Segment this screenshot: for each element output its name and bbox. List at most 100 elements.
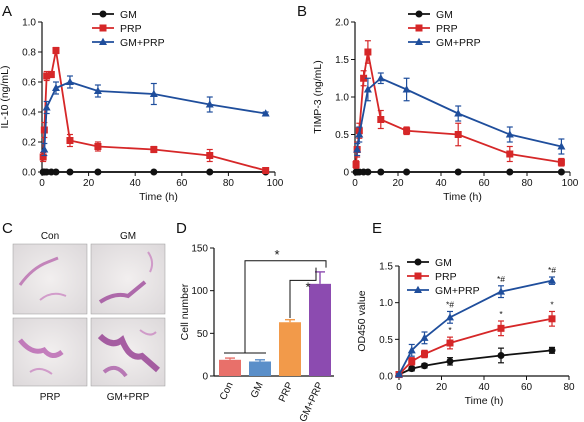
- y-axis-label: IL-10 (ng/mL): [0, 65, 11, 128]
- data-point: [149, 89, 158, 97]
- legend-marker: [414, 272, 422, 280]
- legend-label: PRP: [120, 23, 142, 35]
- data-point: [557, 158, 565, 166]
- data-point: [206, 168, 214, 176]
- y-tick-label: 100: [191, 286, 208, 297]
- data-point: [454, 131, 462, 138]
- data-point: [94, 143, 102, 150]
- legend-marker: [414, 285, 422, 293]
- data-point: [454, 109, 463, 117]
- data-point: [446, 339, 454, 347]
- y-tick-label: 50: [197, 329, 209, 340]
- data-point: [548, 346, 556, 354]
- data-point: [262, 167, 270, 174]
- data-point: [65, 77, 74, 85]
- legend: GM PRP GM+PRP: [92, 9, 165, 49]
- x-axis-label: Time (h): [443, 191, 482, 203]
- legend-label: GM+PRP: [120, 37, 165, 49]
- micrograph-panel: Con GM PRP GM+PRP: [12, 231, 166, 403]
- legend-label: GM+PRP: [435, 285, 480, 297]
- series-line: [43, 81, 266, 150]
- significance-star: *: [305, 279, 310, 294]
- y-tick-label: 0.0: [22, 168, 36, 179]
- data-point: [66, 168, 74, 176]
- x-tick-label: 0: [352, 178, 358, 189]
- x-tick-label: 80: [223, 178, 235, 189]
- x-tick-label: GM+PRP: [298, 380, 326, 422]
- legend-label: PRP: [436, 23, 458, 35]
- data-point: [352, 161, 360, 168]
- data-point: [43, 72, 51, 80]
- series-line: [42, 50, 266, 172]
- x-tick-label: 80: [521, 178, 533, 189]
- x-tick-label: 100: [267, 178, 284, 189]
- y-tick-label: 1.5: [335, 55, 349, 66]
- bar-gm: [249, 361, 271, 376]
- micrograph-gm: GM: [90, 231, 166, 315]
- data-point: [403, 127, 411, 135]
- x-tick-label: 40: [130, 178, 142, 189]
- data-point: [506, 150, 514, 158]
- x-tick-label: 100: [562, 178, 579, 189]
- data-point: [47, 71, 55, 78]
- significance-label: *: [448, 325, 452, 335]
- y-tick-label: 2.0: [335, 18, 349, 29]
- data-point: [150, 168, 158, 176]
- significance-star: *: [274, 247, 279, 262]
- panel-letter-b: B: [297, 3, 307, 20]
- data-point: [395, 370, 403, 378]
- data-point: [557, 168, 565, 176]
- micrograph-con: Con: [12, 231, 88, 315]
- series-gm: [395, 346, 556, 379]
- panel-letter-a: A: [2, 3, 12, 20]
- x-tick-label: 0: [396, 382, 402, 393]
- data-point: [454, 168, 462, 176]
- panel-letter-e: E: [372, 220, 382, 237]
- data-point: [39, 153, 47, 161]
- data-point: [420, 333, 429, 341]
- x-axis-label: Time (h): [465, 395, 504, 407]
- series-prp: [352, 40, 565, 169]
- bar-con: [219, 359, 241, 376]
- y-tick-label: 0: [343, 168, 349, 179]
- y-tick-label: 0.2: [22, 138, 36, 149]
- data-point: [66, 137, 74, 144]
- x-tick-label: PRP: [277, 380, 296, 404]
- data-point: [403, 168, 411, 176]
- y-tick-label: 1.5: [379, 262, 393, 273]
- y-tick-label: 0.8: [22, 48, 36, 59]
- data-point: [94, 168, 102, 176]
- legend-marker: [415, 10, 423, 18]
- data-point: [150, 146, 158, 153]
- data-point: [557, 142, 566, 150]
- data-point: [377, 168, 385, 176]
- y-tick-label: 0.4: [22, 108, 36, 119]
- data-point: [497, 324, 505, 332]
- legend-label: PRP: [435, 271, 457, 283]
- y-tick-label: 0.0: [379, 372, 393, 383]
- significance-label: *: [499, 309, 503, 319]
- significance-label: *#: [548, 265, 556, 275]
- y-tick-label: 1.0: [379, 298, 393, 309]
- data-point: [505, 130, 514, 138]
- data-point: [421, 362, 428, 370]
- data-point: [376, 74, 385, 82]
- x-tick-label: 20: [83, 178, 95, 189]
- x-tick-label: 80: [563, 382, 575, 393]
- micrograph-gm-prp: GM+PRP: [90, 317, 166, 403]
- data-point: [497, 287, 505, 295]
- data-point: [40, 145, 49, 153]
- chart-b-timp3: 0 20 40 60 80 100 0 0.5 1.0 1.5 2.0 Time (h) TIMP-3 …: [312, 9, 579, 203]
- legend: GM PRP GM+PRP: [408, 9, 481, 49]
- significance-label: *#: [497, 274, 505, 284]
- significance-label: *#: [446, 299, 454, 309]
- legend-marker: [99, 24, 107, 32]
- series-prp: [39, 46, 270, 174]
- series-gm-prp: [40, 75, 270, 157]
- y-tick-label: 0.5: [335, 130, 349, 141]
- significance-brackets: **: [224, 247, 327, 354]
- x-tick-label: 60: [176, 178, 188, 189]
- data-point: [364, 48, 372, 56]
- x-tick-label: 40: [435, 178, 447, 189]
